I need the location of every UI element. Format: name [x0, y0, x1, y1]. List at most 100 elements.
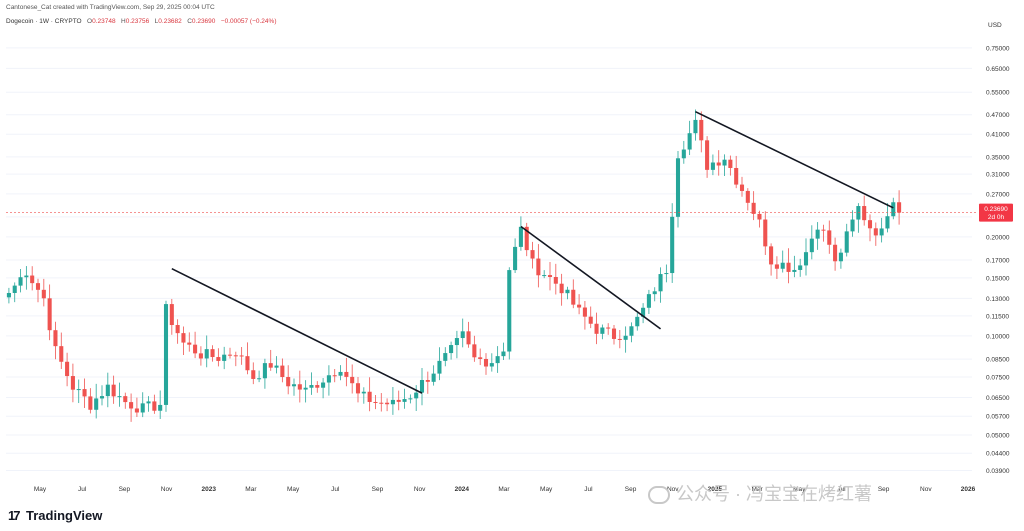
candle-down[interactable] [705, 140, 710, 170]
candle-down[interactable] [588, 316, 593, 324]
candle-down[interactable] [239, 355, 244, 357]
candle-up[interactable] [518, 226, 523, 247]
candle-up[interactable] [722, 159, 727, 166]
candle-down[interactable] [728, 159, 733, 168]
candle-up[interactable] [437, 360, 442, 374]
candle-down[interactable] [286, 377, 291, 387]
candle-down[interactable] [88, 396, 93, 410]
candle-up[interactable] [879, 228, 884, 236]
candle-down[interactable] [245, 356, 250, 371]
candle-down[interactable] [367, 391, 372, 402]
candle-up[interactable] [891, 202, 896, 217]
candle-down[interactable] [769, 246, 774, 265]
candle-up[interactable] [309, 385, 314, 388]
candle-up[interactable] [681, 149, 686, 159]
candle-up[interactable] [507, 270, 512, 352]
candle-down[interactable] [536, 258, 541, 276]
candle-up[interactable] [542, 275, 547, 277]
candle-up[interactable] [321, 382, 326, 388]
candle-down[interactable] [716, 162, 721, 166]
candle-down[interactable] [425, 380, 430, 382]
candle-down[interactable] [193, 344, 198, 354]
candle-up[interactable] [652, 291, 657, 295]
candle-up[interactable] [291, 384, 297, 387]
candle-down[interactable] [571, 289, 576, 305]
candle-up[interactable] [635, 316, 640, 327]
candle-up[interactable] [658, 274, 663, 292]
candle-down[interactable] [897, 202, 902, 213]
candle-down[interactable] [47, 298, 52, 331]
candle-up[interactable] [710, 162, 715, 170]
candle-down[interactable] [739, 184, 745, 191]
candle-up[interactable] [646, 294, 651, 308]
candle-down[interactable] [594, 323, 599, 334]
candle-up[interactable] [431, 373, 436, 382]
candle-down[interactable] [297, 384, 302, 390]
candle-down[interactable] [82, 389, 87, 397]
candle-down[interactable] [751, 202, 756, 214]
candle-up[interactable] [76, 389, 81, 391]
candle-up[interactable] [303, 387, 308, 390]
candle-up[interactable] [390, 399, 395, 405]
candle-down[interactable] [59, 346, 64, 362]
candle-down[interactable] [483, 358, 489, 367]
candle-up[interactable] [687, 133, 692, 150]
candle-down[interactable] [466, 331, 471, 345]
candle-up[interactable] [798, 265, 803, 270]
candle-down[interactable] [530, 250, 535, 259]
candle-down[interactable] [198, 353, 203, 359]
candle-down[interactable] [129, 402, 134, 409]
price-axis[interactable]: 0.03900 0.04400 0.05000 0.05700 0.06500 0.075… [986, 45, 1010, 475]
candle-down[interactable] [315, 385, 320, 388]
candle-up[interactable] [838, 252, 843, 262]
candle-down[interactable] [41, 289, 46, 299]
candle-up[interactable] [565, 289, 570, 294]
candle-up[interactable] [670, 216, 675, 274]
candle-down[interactable] [344, 371, 349, 377]
candle-down[interactable] [547, 275, 553, 277]
candle-up[interactable] [326, 375, 331, 383]
candle-down[interactable] [355, 383, 361, 394]
candle-up[interactable] [24, 275, 29, 278]
candle-up[interactable] [809, 238, 814, 253]
candle-down[interactable] [385, 402, 390, 405]
candle-down[interactable] [699, 119, 704, 141]
candle-down[interactable] [582, 307, 587, 317]
candle-down[interactable] [524, 226, 529, 251]
candle-up[interactable] [641, 307, 646, 317]
candle-up[interactable] [257, 378, 262, 380]
candle-up[interactable] [600, 327, 605, 334]
candle-down[interactable] [227, 354, 233, 356]
candle-down[interactable] [611, 328, 617, 339]
candle-down[interactable] [175, 325, 180, 334]
plot-area[interactable] [6, 47, 978, 471]
candle-down[interactable] [233, 355, 238, 357]
candle-down[interactable] [827, 230, 832, 245]
candle-up[interactable] [146, 401, 151, 404]
candle-up[interactable] [338, 371, 343, 376]
candle-down[interactable] [821, 229, 826, 231]
candle-down[interactable] [478, 357, 483, 359]
candle-up[interactable] [460, 331, 465, 339]
candle-down[interactable] [379, 402, 384, 404]
candle-up[interactable] [99, 396, 105, 399]
candle-down[interactable] [862, 206, 867, 221]
candle-down[interactable] [251, 370, 256, 379]
candle-up[interactable] [222, 354, 227, 361]
candle-up[interactable] [274, 365, 279, 368]
candle-up[interactable] [850, 219, 855, 232]
candle-up[interactable] [204, 349, 209, 359]
candle-up[interactable] [414, 392, 419, 399]
candle-up[interactable] [140, 403, 145, 413]
trendline[interactable] [695, 110, 894, 209]
trendline[interactable] [520, 225, 662, 330]
candle-down[interactable] [873, 228, 878, 236]
candle-up[interactable] [693, 119, 698, 134]
candle-up[interactable] [18, 277, 23, 286]
candle-up[interactable] [885, 216, 890, 229]
candle-down[interactable] [763, 219, 768, 247]
candle-down[interactable] [617, 338, 622, 340]
candle-up[interactable] [361, 391, 366, 394]
candle-down[interactable] [867, 220, 873, 229]
